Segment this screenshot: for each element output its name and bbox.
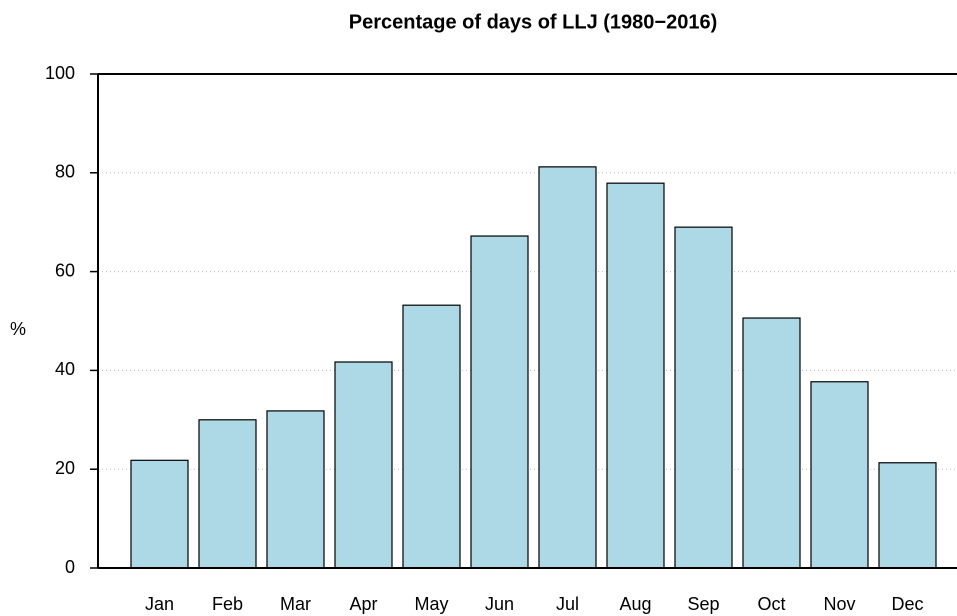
bar: [878, 462, 937, 569]
x-tick-label: Dec: [891, 594, 923, 614]
bar: [470, 235, 529, 569]
x-tick-label: Feb: [212, 594, 243, 614]
x-tick-label: Jun: [485, 594, 514, 614]
bar: [606, 182, 665, 569]
bar: [674, 226, 733, 569]
y-tick-label: 80: [55, 162, 75, 182]
x-tick-label: Oct: [757, 594, 785, 614]
bar: [402, 304, 461, 569]
bar: [198, 419, 257, 569]
bar: [742, 317, 801, 569]
x-tick-label: Mar: [280, 594, 311, 614]
y-tick-label: 0: [65, 557, 75, 577]
x-tick-label: Nov: [823, 594, 855, 614]
chart-title: Percentage of days of LLJ (1980−2016): [349, 11, 718, 33]
x-tick-label: Aug: [619, 594, 651, 614]
bar: [130, 459, 189, 569]
bar: [266, 410, 325, 569]
x-tick-label: Apr: [349, 594, 377, 614]
x-tick-label: Jan: [145, 594, 174, 614]
x-tick-label: Sep: [687, 594, 719, 614]
y-tick-label: 40: [55, 359, 75, 379]
bar: [538, 166, 597, 569]
bar: [334, 361, 393, 569]
y-tick-label: 20: [55, 458, 75, 478]
x-tick-label: Jul: [556, 594, 579, 614]
y-tick-label: 100: [45, 63, 75, 83]
y-tick-label: 60: [55, 260, 75, 280]
x-tick-label: May: [414, 594, 448, 614]
y-axis-label: %: [10, 319, 26, 339]
bar: [810, 381, 869, 569]
